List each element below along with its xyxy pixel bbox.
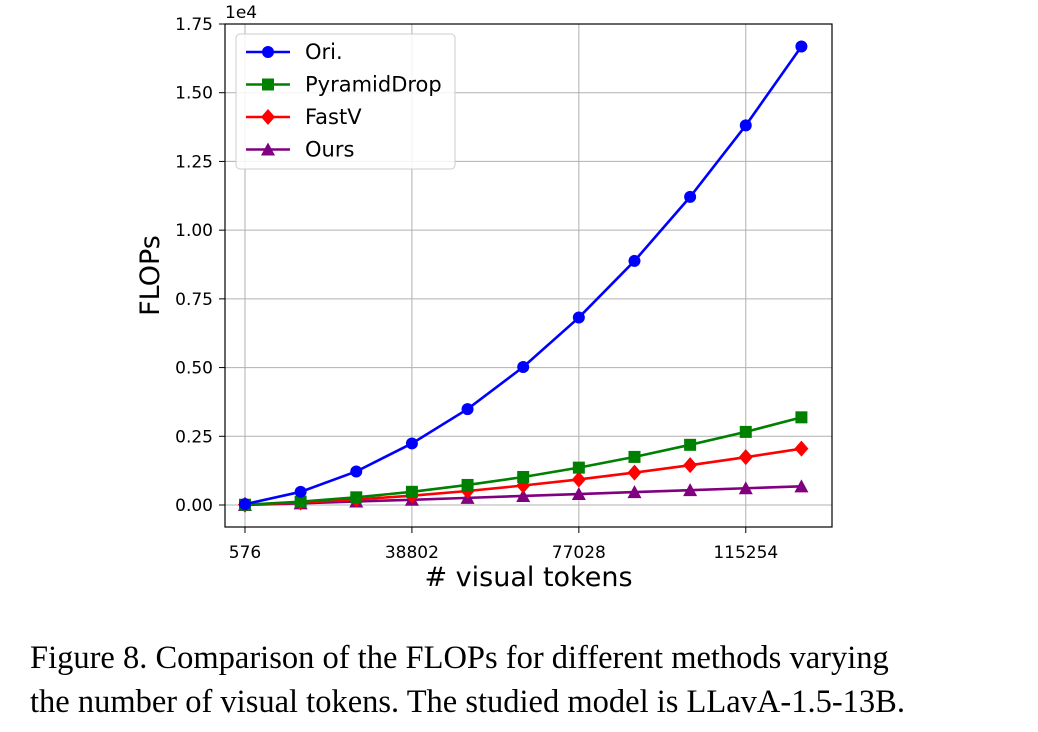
legend-entry-ours: Ours	[246, 138, 354, 162]
y-tick-label: 0.25	[175, 427, 213, 447]
series-ori	[238, 40, 808, 511]
y-tick-label: 1.75	[175, 15, 213, 35]
y-tick-label: 0.00	[175, 496, 213, 516]
data-point-ori	[739, 119, 752, 132]
legend-label: Ours	[305, 138, 354, 162]
plot-area-frame	[224, 23, 833, 528]
axis-ticks: 576 38802 77028 115254 0.00 0.25 0.50 0.75 1.00 1…	[175, 15, 778, 563]
caption-line-1: Figure 8. Comparison of the FLOPs for di…	[30, 640, 889, 676]
legend-marker	[261, 109, 275, 125]
y-axis-label: FLOPs	[135, 235, 166, 316]
data-point-pyramiddrop	[294, 495, 307, 508]
data-point-fastv	[627, 464, 642, 481]
data-point-ours	[683, 483, 698, 497]
x-tick-label: 77028	[552, 543, 606, 563]
x-tick-label: 115254	[713, 543, 778, 563]
legend-entry-pyramiddrop: PyramidDrop	[246, 73, 442, 97]
data-point-pyramiddrop	[795, 411, 808, 424]
data-point-ori	[294, 485, 307, 498]
flops-line-chart: 576 38802 77028 115254 0.00 0.25 0.50 0.75 1.00 1…	[135, 3, 833, 593]
legend: Ori. PyramidDrop FastV Ours	[235, 33, 456, 170]
data-point-ori	[795, 40, 808, 53]
y-tick-label: 1.00	[175, 221, 213, 241]
data-point-pyramiddrop	[628, 450, 641, 463]
y-tick-label: 0.50	[175, 359, 213, 379]
legend-box	[235, 33, 456, 170]
data-point-ori	[350, 465, 363, 478]
series-lines	[237, 40, 809, 513]
data-point-fastv	[738, 449, 753, 466]
data-point-ours	[627, 485, 642, 499]
data-point-ori	[684, 190, 697, 203]
data-point-fastv	[683, 457, 698, 474]
y-tick-label: 1.50	[175, 84, 213, 104]
data-point-fastv	[794, 440, 809, 457]
x-axis-label: # visual tokens	[424, 562, 632, 593]
caption-line-2: the number of visual tokens. The studied…	[30, 684, 905, 720]
legend-label: PyramidDrop	[305, 73, 442, 97]
legend-entry-ori: Ori.	[246, 40, 343, 64]
data-point-ori	[405, 437, 418, 450]
legend-marker	[262, 46, 274, 58]
y-offset-label: 1e4	[225, 3, 257, 23]
data-point-pyramiddrop	[405, 485, 418, 498]
figure-caption: Figure 8. Comparison of the FLOPs for di…	[30, 636, 1020, 724]
legend-label: Ori.	[305, 40, 343, 64]
data-point-ori	[238, 498, 251, 511]
legend-label: FastV	[305, 105, 362, 129]
data-point-fastv	[571, 471, 586, 488]
data-point-ori	[572, 311, 585, 324]
data-point-pyramiddrop	[572, 461, 585, 474]
data-point-pyramiddrop	[684, 438, 697, 451]
chart-figure: 576 38802 77028 115254 0.00 0.25 0.50 0.75 1.00 1…	[135, 3, 833, 593]
data-point-pyramiddrop	[739, 425, 752, 438]
legend-marker	[261, 142, 275, 156]
x-tick-label: 576	[229, 543, 261, 563]
data-point-ours	[738, 481, 753, 495]
data-point-ours	[571, 487, 586, 501]
data-point-ours	[516, 488, 531, 502]
x-tick-label: 38802	[385, 543, 439, 563]
legend-marker	[262, 78, 274, 91]
y-tick-label: 1.25	[175, 152, 213, 172]
legend-entry-fastv: FastV	[246, 105, 362, 129]
data-point-ours	[794, 479, 809, 493]
data-point-pyramiddrop	[461, 478, 474, 491]
data-point-ori	[517, 361, 530, 374]
data-point-pyramiddrop	[517, 470, 530, 483]
data-point-ori	[628, 254, 641, 267]
y-tick-label: 0.75	[175, 290, 213, 310]
data-point-ori	[461, 403, 474, 416]
data-point-pyramiddrop	[350, 491, 363, 504]
